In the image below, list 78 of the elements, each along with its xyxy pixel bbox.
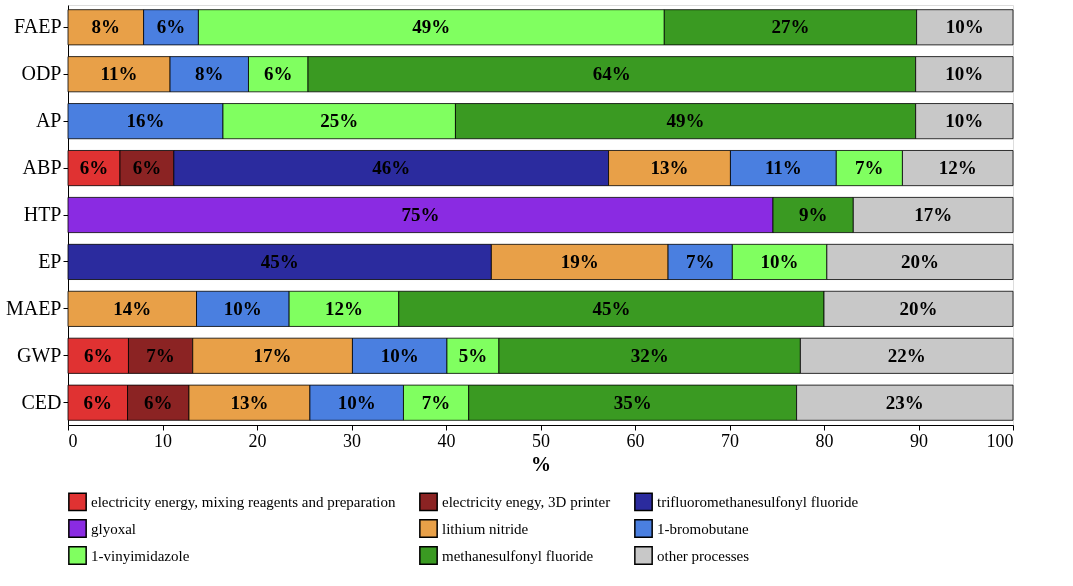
- data-label: 22%: [887, 344, 926, 366]
- data-label: 9%: [798, 204, 828, 225]
- data-label: 45%: [260, 250, 299, 272]
- data-label: 7%: [421, 391, 451, 413]
- y-tick-label: EP: [38, 249, 62, 272]
- data-label: 13%: [230, 391, 269, 413]
- x-tick-label: 0: [68, 430, 78, 451]
- data-label: 7%: [685, 250, 715, 272]
- x-tick-label: 90: [910, 430, 928, 451]
- data-label: 10%: [223, 297, 262, 319]
- data-label: 6%: [144, 391, 173, 413]
- legend-label: 1-bromobutane: [657, 520, 749, 537]
- x-tick-label: 100: [986, 430, 1014, 451]
- legend-label: 1-vinyimidazole: [91, 547, 190, 564]
- data-label: 64%: [592, 63, 631, 85]
- data-label: 8%: [195, 63, 224, 85]
- legend-label: electricity energy, mixing reagents and preparation: [91, 493, 396, 510]
- data-label: 12%: [324, 297, 363, 319]
- data-label: 6%: [132, 157, 162, 179]
- data-label: 8%: [91, 16, 121, 38]
- y-tick-label: AP: [35, 109, 62, 132]
- data-label: 35%: [613, 391, 652, 413]
- data-label: 6%: [156, 16, 186, 38]
- data-label: 12%: [938, 157, 977, 179]
- y-tick-label: FAEP: [14, 15, 62, 38]
- data-label: 16%: [126, 110, 165, 132]
- y-tick-label: HTP: [23, 203, 62, 225]
- data-label: 10%: [945, 16, 984, 38]
- data-label: 49%: [666, 110, 705, 132]
- data-label: 13%: [650, 157, 689, 179]
- data-label: 32%: [630, 344, 669, 366]
- data-label: 11%: [100, 63, 138, 85]
- x-tick-label: 10: [154, 430, 172, 451]
- data-label: 10%: [945, 110, 984, 132]
- data-label: 46%: [372, 157, 411, 179]
- data-label: 6%: [264, 63, 293, 85]
- x-tick-label: 80: [815, 430, 834, 451]
- x-tick-label: 70: [721, 430, 739, 451]
- data-label: 20%: [900, 250, 939, 272]
- data-label: 5%: [458, 344, 488, 366]
- x-tick-label: 20: [248, 430, 267, 451]
- data-label: 75%: [401, 204, 440, 225]
- data-label: 19%: [560, 250, 599, 272]
- data-label: 10%: [760, 250, 799, 272]
- data-label: 14%: [113, 297, 152, 319]
- data-label: 27%: [771, 16, 810, 38]
- y-tick-label: GWP: [17, 343, 62, 366]
- legend-label: lithium nitride: [442, 520, 529, 537]
- data-label: 10%: [380, 344, 419, 366]
- data-label: 49%: [412, 16, 451, 38]
- data-label: 20%: [899, 297, 938, 319]
- data-label: 6%: [79, 157, 109, 179]
- legend-label: other processes: [657, 547, 750, 564]
- data-label: 45%: [592, 297, 631, 319]
- data-label: 7%: [146, 344, 175, 366]
- y-tick-label: ODP: [21, 62, 62, 85]
- data-label: 17%: [253, 344, 292, 366]
- data-label: 10%: [945, 63, 984, 85]
- x-tick-label: 40: [437, 430, 456, 451]
- y-tick-label: ABP: [22, 156, 62, 179]
- data-label: 25%: [320, 110, 359, 132]
- data-label: 23%: [885, 391, 924, 413]
- legend-label: glyoxal: [91, 520, 136, 537]
- legend-label: electricity enegy, 3D printer: [442, 493, 611, 510]
- data-label: 6%: [83, 344, 113, 366]
- y-tick-label: CED: [21, 390, 62, 413]
- data-label: 10%: [337, 391, 376, 413]
- legend-label: methanesulfonyl fluoride: [442, 547, 594, 564]
- data-label: 17%: [914, 204, 953, 225]
- x-tick-label: 30: [343, 430, 361, 451]
- x-axis-title: %: [531, 452, 551, 475]
- x-tick-label: 60: [626, 430, 645, 451]
- x-tick-label: 50: [532, 430, 550, 451]
- legend-label: trifluoromethanesulfonyl fluoride: [657, 493, 859, 510]
- data-label: 7%: [855, 157, 884, 179]
- y-tick-label: MAEP: [5, 296, 62, 319]
- data-label: 6%: [83, 391, 113, 413]
- data-label: 11%: [764, 157, 802, 179]
